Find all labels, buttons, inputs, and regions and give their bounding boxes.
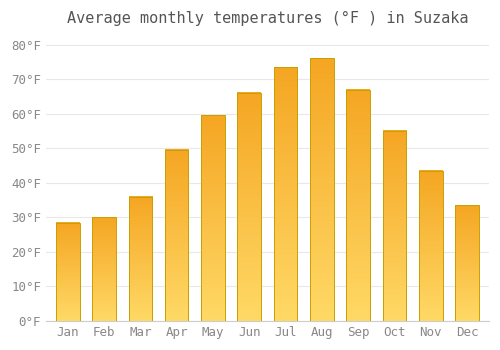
Bar [165, 150, 188, 321]
Bar [128, 197, 152, 321]
Bar [238, 93, 261, 321]
Bar [382, 131, 406, 321]
Bar [456, 205, 479, 321]
Bar [92, 217, 116, 321]
Bar [346, 90, 370, 321]
Bar [419, 171, 442, 321]
Bar [201, 116, 225, 321]
Bar [56, 223, 80, 321]
Bar [274, 67, 297, 321]
Title: Average monthly temperatures (°F ) in Suzaka: Average monthly temperatures (°F ) in Su… [66, 11, 468, 26]
Bar [310, 58, 334, 321]
